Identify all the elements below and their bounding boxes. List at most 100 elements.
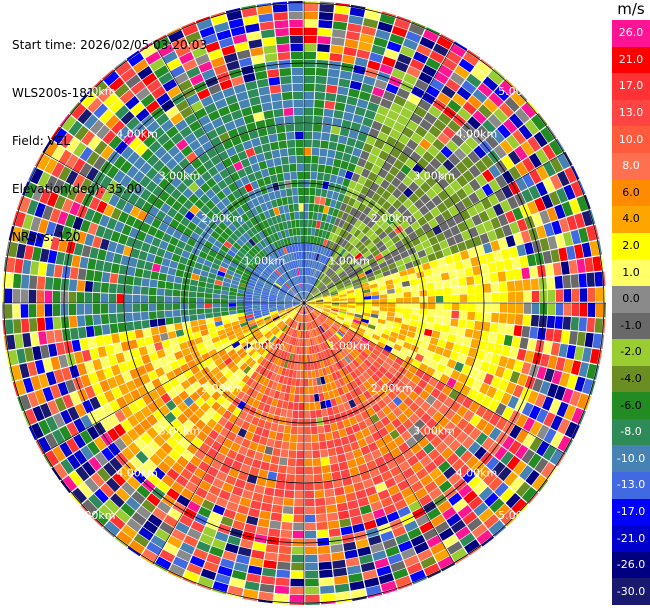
velocity-gate <box>325 240 332 249</box>
velocity-gate <box>93 325 103 337</box>
velocity-gate <box>219 168 230 179</box>
velocity-gate <box>222 281 231 288</box>
velocity-gate <box>338 78 351 88</box>
velocity-gate <box>411 359 422 369</box>
velocity-gate <box>258 469 269 479</box>
velocity-gate <box>289 212 295 220</box>
velocity-gate <box>213 312 221 318</box>
velocity-gate <box>390 102 403 114</box>
velocity-gate <box>276 305 285 308</box>
velocity-gate <box>188 193 199 204</box>
velocity-gate <box>234 417 245 428</box>
velocity-gate <box>309 394 315 403</box>
velocity-gate <box>250 207 259 217</box>
velocity-gate <box>417 216 428 227</box>
velocity-gate <box>491 282 500 293</box>
velocity-gate <box>304 203 309 212</box>
velocity-gate <box>318 12 334 21</box>
velocity-gate <box>360 83 374 94</box>
velocity-gate <box>127 442 141 456</box>
velocity-gate <box>412 163 424 175</box>
velocity-gate <box>354 183 364 193</box>
velocity-gate <box>127 546 141 557</box>
velocity-gate <box>103 71 120 86</box>
velocity-gate <box>268 275 276 282</box>
velocity-gate <box>372 508 386 519</box>
velocity-gate <box>273 601 289 605</box>
velocity-gate <box>545 328 554 342</box>
velocity-gate <box>394 357 404 366</box>
velocity-gate <box>461 156 474 169</box>
velocity-gate <box>141 499 156 513</box>
velocity-gate <box>269 463 279 473</box>
velocity-gate <box>278 257 284 265</box>
velocity-gate <box>248 155 258 165</box>
velocity-gate <box>216 470 228 482</box>
velocity-gate <box>274 116 285 126</box>
velocity-gate <box>157 133 170 146</box>
velocity-gate <box>156 480 170 494</box>
velocity-gate <box>311 147 320 156</box>
velocity-gate <box>392 525 407 538</box>
velocity-gate <box>411 308 420 315</box>
velocity-gate <box>107 413 120 427</box>
velocity-gate <box>196 256 206 265</box>
velocity-gate <box>397 182 408 193</box>
velocity-gate <box>443 287 452 296</box>
velocity-gate <box>555 357 566 372</box>
velocity-gate <box>6 334 16 350</box>
velocity-gate <box>305 322 307 331</box>
velocity-gate <box>543 428 557 444</box>
velocity-gate <box>73 449 88 465</box>
velocity-gate <box>218 37 234 49</box>
velocity-gate <box>539 380 551 395</box>
velocity-gate <box>403 308 412 314</box>
velocity-gate <box>437 500 452 514</box>
velocity-gate <box>325 432 333 441</box>
velocity-gate <box>292 303 300 305</box>
velocity-gate <box>244 183 254 193</box>
velocity-gate <box>464 238 475 250</box>
velocity-gate <box>14 333 24 349</box>
velocity-gate <box>465 136 479 150</box>
velocity-gate <box>458 484 473 498</box>
velocity-gate <box>345 557 360 567</box>
velocity-gate <box>260 305 269 308</box>
velocity-gate <box>301 322 303 331</box>
velocity-gate <box>130 248 141 259</box>
velocity-gate <box>330 125 341 135</box>
range-ring-label: 4.00km <box>116 127 158 140</box>
velocity-gate <box>119 89 135 104</box>
velocity-gate <box>325 399 332 408</box>
velocity-gate <box>357 244 366 252</box>
velocity-gate <box>342 263 350 271</box>
velocity-gate <box>521 267 531 280</box>
velocity-gate <box>156 247 166 258</box>
velocity-gate <box>581 242 592 258</box>
velocity-gate <box>453 381 464 392</box>
velocity-gate <box>430 388 441 399</box>
velocity-gate <box>375 240 385 249</box>
velocity-gate <box>242 244 250 253</box>
velocity-gate <box>253 145 263 155</box>
velocity-gate <box>392 407 403 418</box>
velocity-gate <box>328 356 335 365</box>
velocity-gate <box>411 21 426 29</box>
velocity-gate <box>308 301 316 303</box>
velocity-gate <box>566 215 578 231</box>
velocity-gate <box>414 487 428 500</box>
velocity-gate <box>251 137 261 147</box>
velocity-gate <box>558 217 570 233</box>
velocity-gate <box>5 351 11 366</box>
velocity-gate <box>370 500 383 512</box>
velocity-gate <box>304 498 315 507</box>
velocity-gate <box>107 179 119 193</box>
velocity-gate <box>307 298 315 302</box>
velocity-gate <box>433 323 442 332</box>
velocity-gate <box>482 471 497 486</box>
velocity-gate <box>395 533 410 545</box>
velocity-gate <box>100 145 114 160</box>
velocity-gate <box>249 217 258 226</box>
velocity-gate <box>515 413 528 428</box>
velocity-gate <box>305 546 318 555</box>
